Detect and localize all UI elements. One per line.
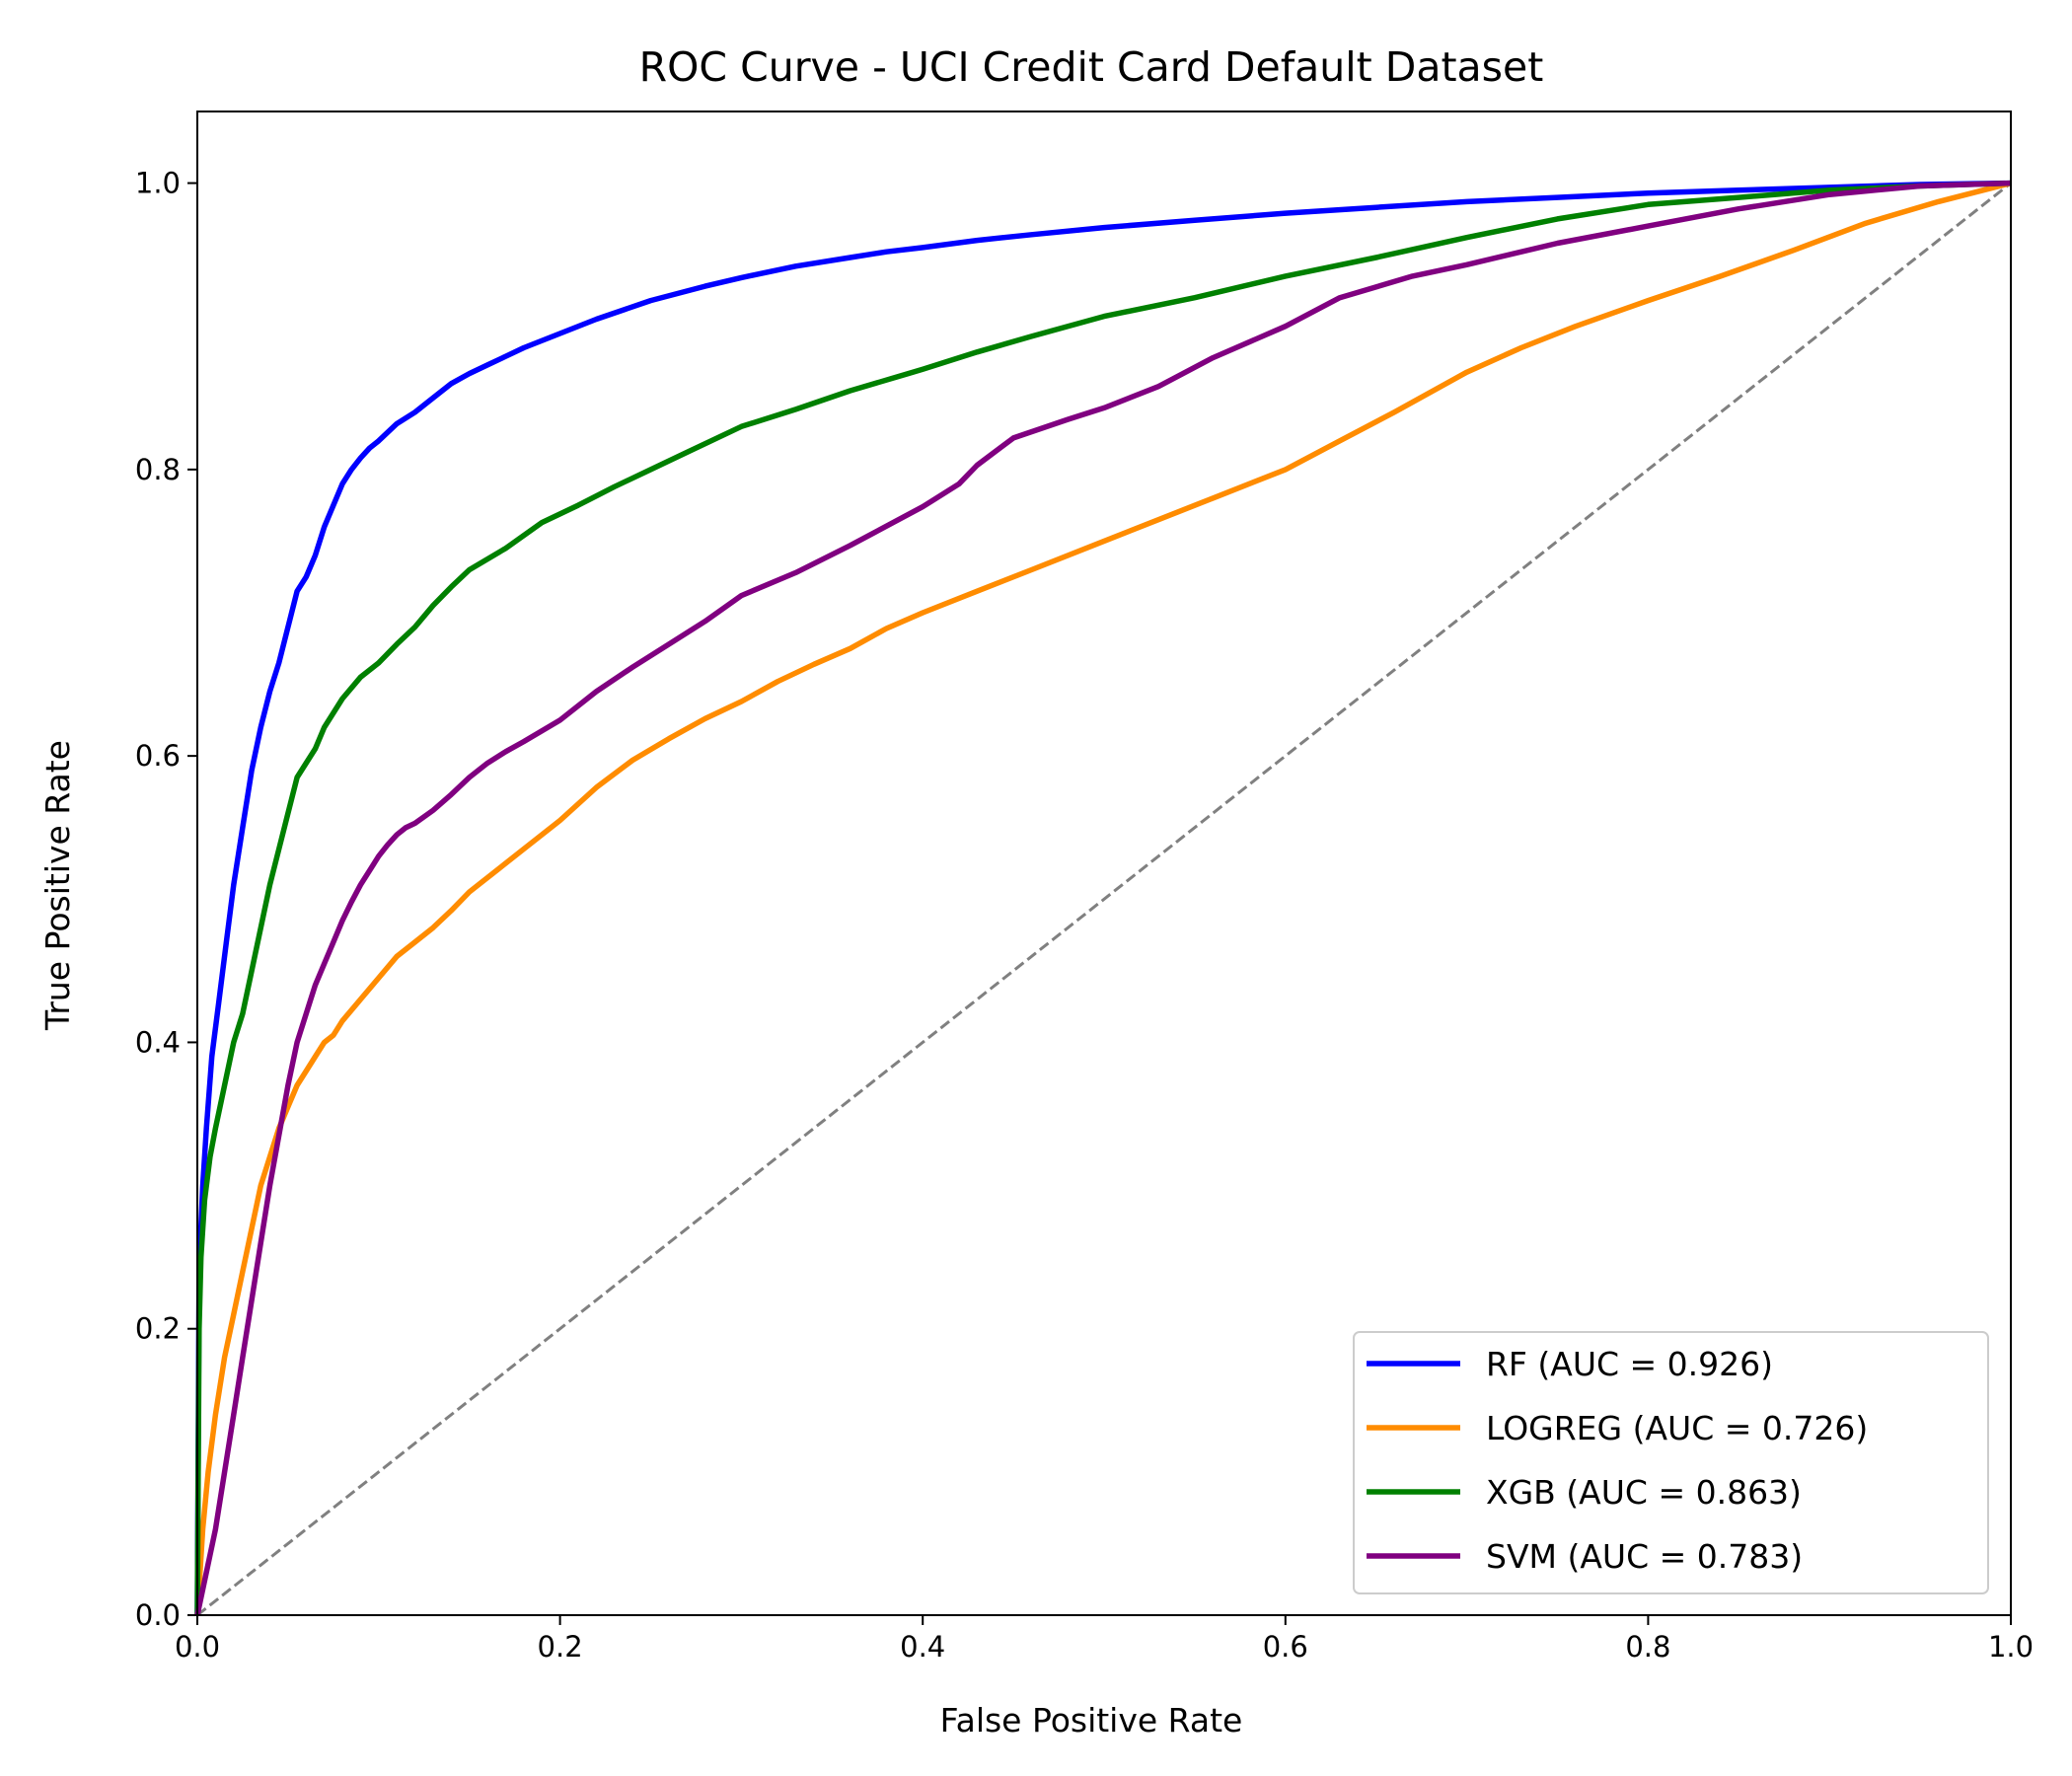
- legend-entry-label: RF (AUC = 0.926): [1486, 1345, 1773, 1383]
- y-tick-label: 0.4: [135, 1025, 181, 1059]
- y-tick-label: 1.0: [135, 167, 181, 200]
- legend-box: [1353, 1331, 1989, 1594]
- legend-entry-label: LOGREG (AUC = 0.726): [1486, 1409, 1868, 1447]
- series-line-2: [194, 180, 2012, 1616]
- x-tick-label: 0.4: [900, 1630, 945, 1664]
- legend-entry-label: XGB (AUC = 0.863): [1486, 1473, 1802, 1512]
- series-line-1: [194, 180, 2012, 1616]
- y-tick-label: 0.8: [135, 453, 181, 486]
- x-tick-label: 1.0: [1988, 1630, 2034, 1664]
- x-tick-label: 0.6: [1263, 1630, 1308, 1664]
- series-line-3: [194, 180, 2012, 1616]
- y-tick-label: 0.6: [135, 739, 181, 773]
- y-axis-label: True Positive Rate: [38, 740, 77, 1031]
- plot-area: 0.0 0.2 0.4 0.6 0.8 1.0 0.0 0.2 0.4 0.6 0.8 1.0 RF (…: [135, 111, 2034, 1664]
- reference-diagonal-line: [196, 182, 2012, 1617]
- x-tick-label: 0.8: [1625, 1630, 1670, 1664]
- x-axis-label: False Positive Rate: [940, 1701, 1243, 1739]
- legend-entry-label: SVM (AUC = 0.783): [1486, 1537, 1803, 1576]
- x-tick-label: 0.0: [175, 1630, 220, 1664]
- series-line-0: [194, 180, 2012, 1616]
- x-tick-label: 0.2: [538, 1630, 583, 1664]
- y-tick-label: 0.0: [135, 1598, 181, 1632]
- axes-frame: [196, 111, 2012, 1616]
- y-tick-label: 0.2: [135, 1312, 181, 1346]
- chart-title: ROC Curve - UCI Credit Card Default Data…: [639, 43, 1544, 91]
